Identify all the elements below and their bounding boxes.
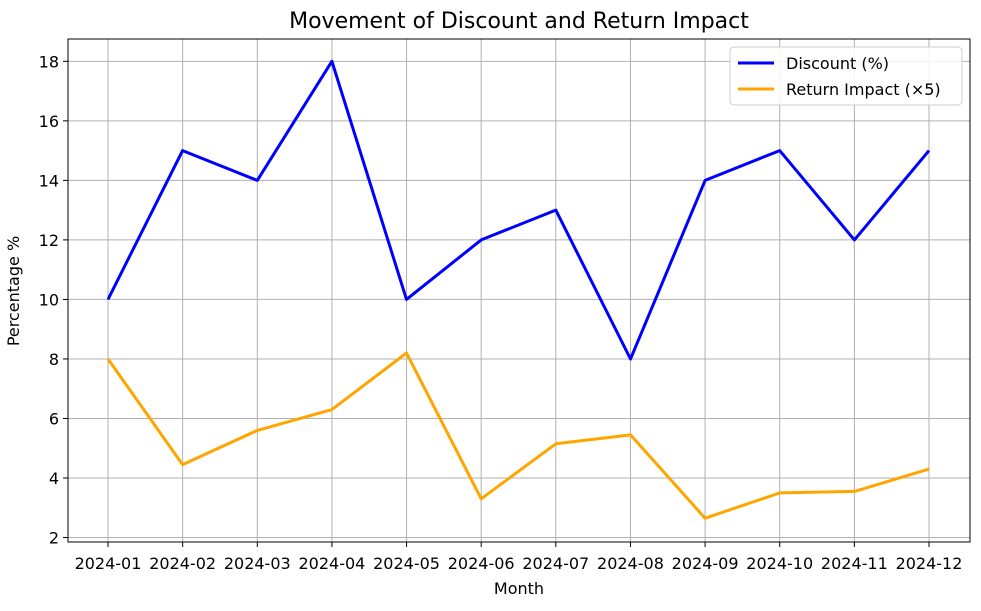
x-tick-label: 2024-03 bbox=[224, 554, 291, 573]
legend-entry: Return Impact (×5) bbox=[786, 80, 941, 99]
plot-frame bbox=[67, 38, 971, 543]
y-tick-label: 10 bbox=[39, 290, 59, 309]
grid-lines bbox=[68, 39, 970, 542]
x-tick-label: 2024-04 bbox=[298, 554, 365, 573]
series-lines bbox=[106, 59, 931, 520]
x-tick-label: 2024-09 bbox=[672, 554, 739, 573]
y-tick-label: 16 bbox=[39, 112, 59, 131]
x-tick-label: 2024-07 bbox=[522, 554, 589, 573]
y-axis-label: Percentage % bbox=[4, 236, 23, 346]
x-tick-label: 2024-06 bbox=[448, 554, 515, 573]
y-tick-label: 14 bbox=[39, 171, 59, 190]
series-line-1 bbox=[106, 59, 931, 361]
legend-entry: Discount (%) bbox=[786, 54, 889, 73]
y-tick-label: 2 bbox=[49, 529, 59, 548]
series-line-2 bbox=[106, 351, 930, 520]
legend-box bbox=[729, 46, 963, 106]
y-tick-label: 6 bbox=[49, 409, 59, 428]
y-tick-label: 4 bbox=[49, 469, 59, 488]
x-tick-label: 2024-11 bbox=[821, 554, 888, 573]
x-tick-label: 2024-10 bbox=[746, 554, 813, 573]
x-tick-label: 2024-05 bbox=[373, 554, 440, 573]
x-tick-label: 2024-02 bbox=[149, 554, 216, 573]
axis-ticks: 2024-01 2024-02 2024-03 2024-04 2024-05 2024-… bbox=[39, 52, 963, 573]
y-tick-label: 8 bbox=[49, 350, 59, 369]
legend: Discount (%) Return Impact (×5) bbox=[729, 46, 963, 106]
y-tick-label: 18 bbox=[39, 52, 59, 71]
x-tick-label: 2024-08 bbox=[597, 554, 664, 573]
y-tick-label: 12 bbox=[39, 231, 59, 250]
x-tick-label: 2024-12 bbox=[896, 554, 963, 573]
x-axis-label: Month bbox=[494, 579, 544, 598]
chart-title: Movement of Discount and Return Impact bbox=[289, 9, 749, 34]
x-tick-label: 2024-01 bbox=[75, 554, 142, 573]
